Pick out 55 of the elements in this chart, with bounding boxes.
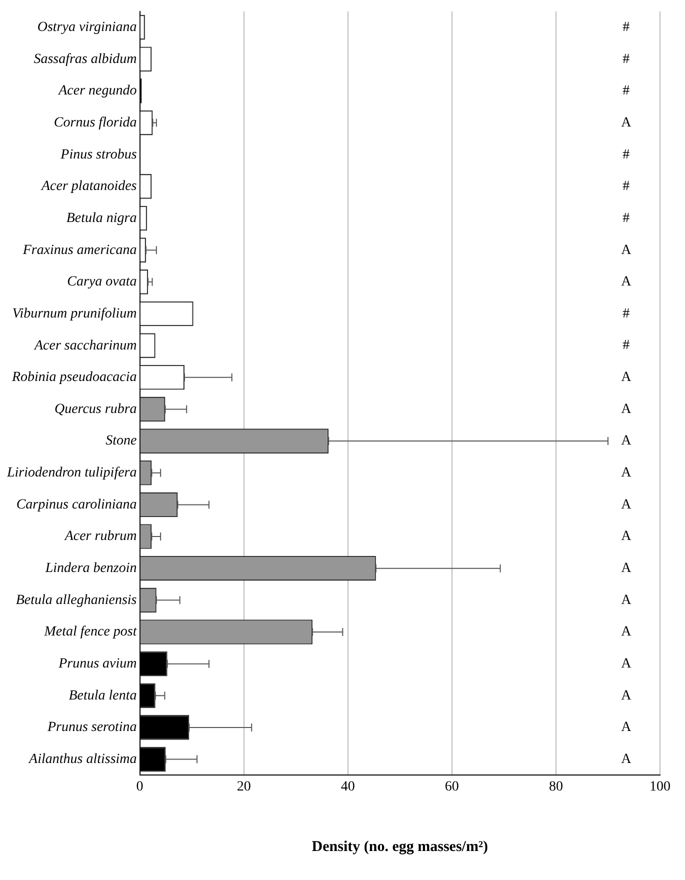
annotation: #: [622, 210, 630, 226]
y-tick-label: Carpinus caroliniana: [16, 497, 137, 512]
y-tick-label: Betula alleghaniensis: [16, 592, 138, 608]
y-tick-label: Carya ovata: [67, 274, 137, 290]
y-tick-label: Stone: [106, 434, 137, 449]
annotation: A: [621, 497, 632, 512]
x-tick-label: 0: [136, 779, 144, 794]
annotation: A: [621, 370, 632, 386]
annotation: #: [622, 147, 630, 162]
annotation: A: [621, 274, 632, 290]
annotation: #: [622, 52, 630, 67]
annotation: #: [622, 179, 630, 194]
y-tick-label: Ailanthus altissima: [28, 752, 137, 767]
x-tick-label: 60: [444, 779, 459, 794]
annotation: A: [621, 115, 632, 130]
y-tick-label: Prunus serotina: [46, 720, 137, 736]
y-tick-label: Pinus strobus: [60, 147, 138, 162]
y-tick-label: Acer saccharinum: [34, 338, 137, 354]
annotation: A: [621, 402, 632, 417]
annotation: A: [621, 752, 632, 767]
y-tick-label: Ostrya virginiana: [37, 20, 137, 35]
y-tick-label: Acer rubrum: [64, 529, 137, 544]
x-tick-label: 20: [236, 779, 251, 794]
y-tick-label: Viburnum prunifolium: [12, 306, 137, 322]
annotation: A: [621, 720, 632, 736]
y-tick-label: Acer negundo: [58, 84, 137, 99]
y-tick-label: Cornus florida: [54, 115, 137, 130]
annotation: A: [621, 242, 632, 258]
y-tick-label: Betula nigra: [66, 210, 137, 226]
annotation: #: [622, 84, 630, 99]
annotation: A: [621, 624, 632, 640]
y-tick-label: Lindera benzoin: [44, 561, 137, 576]
y-tick-label: Quercus rubra: [54, 402, 137, 417]
x-tick-label: 80: [548, 779, 563, 794]
annotation: A: [621, 561, 632, 576]
annotation: A: [621, 529, 632, 544]
x-axis-title: Density (no. egg masses/m²): [312, 838, 488, 855]
x-tick-label: 100: [650, 779, 670, 794]
annotation: #: [622, 20, 630, 35]
y-tick-label: Betula lenta: [68, 688, 137, 704]
y-tick-label: Prunus avium: [58, 656, 137, 672]
annotation: A: [621, 656, 632, 672]
y-tick-label: Fraxinus americana: [22, 242, 137, 258]
y-tick-label: Sassafras albidum: [34, 52, 137, 67]
annotation: A: [621, 688, 632, 704]
annotation: #: [622, 306, 630, 322]
annotation: A: [621, 434, 632, 449]
annotation: #: [622, 338, 630, 354]
annotation: A: [621, 592, 632, 608]
y-tick-label: Liriodendron tulipifera: [6, 466, 137, 481]
annotation: A: [621, 466, 632, 481]
x-tick-label: 40: [340, 779, 355, 794]
y-tick-label: Metal fence post: [43, 624, 138, 640]
y-tick-label: Acer platanoides: [40, 179, 138, 194]
y-tick-label: Robinia pseudoacacia: [10, 370, 137, 386]
